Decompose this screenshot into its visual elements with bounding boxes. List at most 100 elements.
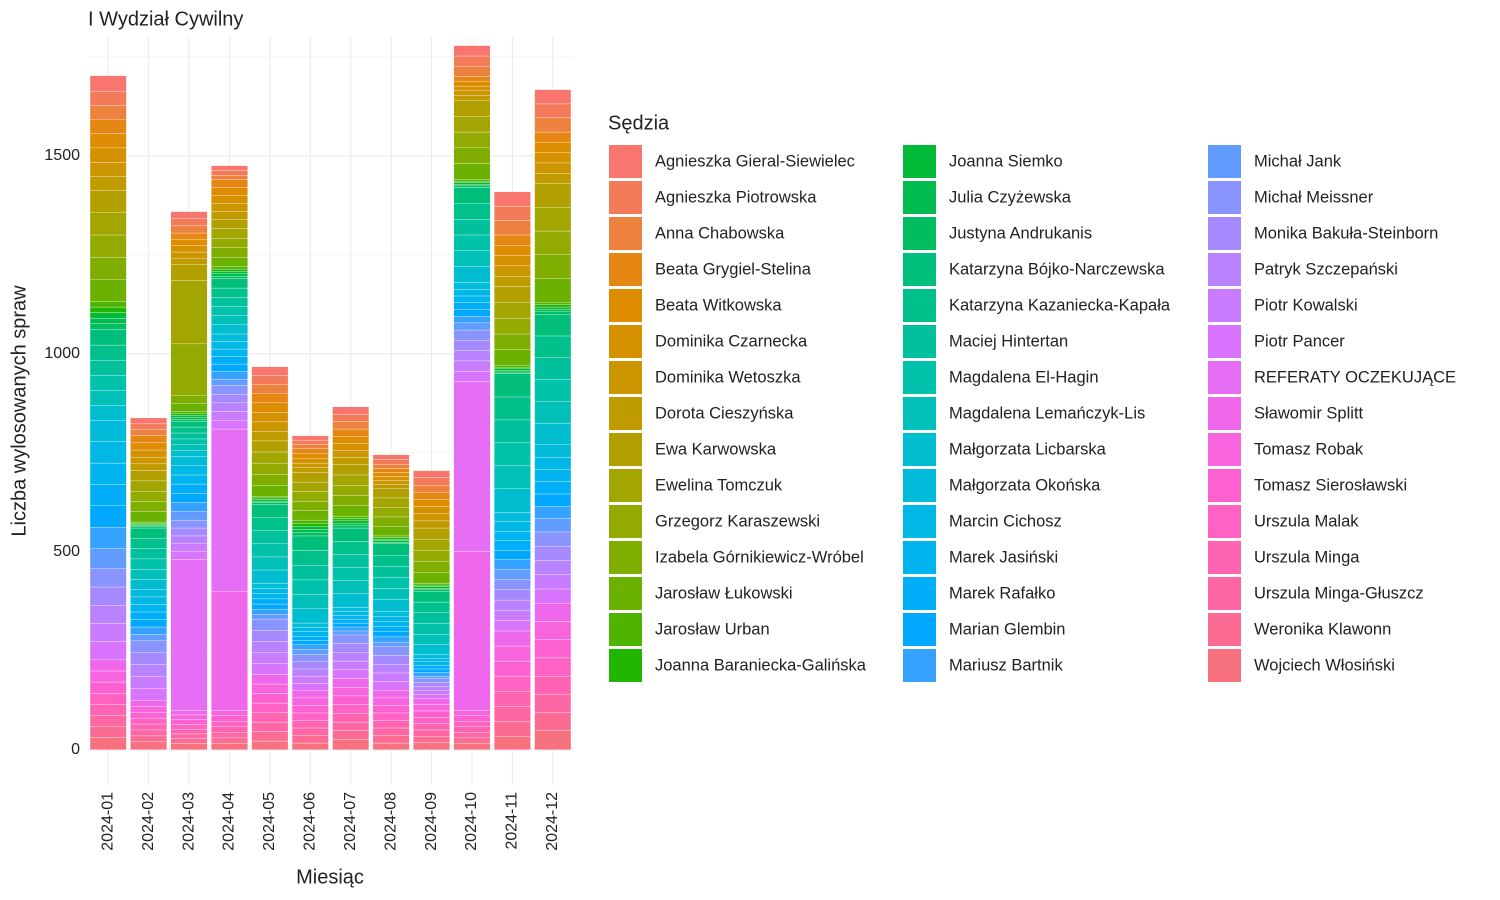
bar-segment: [372, 464, 410, 469]
bar-segment: [413, 694, 450, 699]
bar-segment: [534, 456, 572, 470]
legend-key: [903, 361, 936, 394]
legend-label: Tomasz Robak: [1254, 440, 1364, 458]
bar-segment: [89, 119, 127, 134]
bar-segment: [413, 690, 450, 695]
bar-segment: [372, 459, 410, 465]
bar-segment: [453, 203, 491, 220]
bar-segment: [170, 264, 208, 281]
bar-segment: [211, 187, 248, 196]
bar-segment: [211, 195, 248, 204]
legend-key: [609, 541, 642, 574]
bar-segment: [332, 457, 370, 465]
bar-segment: [211, 278, 248, 289]
bar-segment: [89, 212, 127, 236]
bar-segment: [89, 317, 127, 324]
legend-title: Sędzia: [608, 112, 670, 134]
bar-segment: [170, 218, 208, 227]
bar-segment: [251, 556, 289, 571]
bar-segment: [494, 265, 531, 277]
bar-segment: [89, 133, 127, 149]
legend-key: [609, 325, 642, 358]
bar-segment: [494, 706, 531, 722]
bar-segment: [453, 551, 491, 711]
bar-segment: [494, 630, 531, 647]
bar-segment: [211, 715, 248, 722]
bar-segment: [130, 558, 167, 570]
bar-segment: [372, 472, 410, 477]
bar-segment: [494, 465, 531, 489]
bar-segment: [251, 603, 289, 610]
bar-segment: [534, 531, 572, 547]
bar-segment: [130, 525, 167, 527]
bar-segment: [211, 218, 248, 229]
bar-segment: [413, 601, 450, 613]
bar-segment: [494, 370, 531, 373]
bar-segment: [372, 636, 410, 643]
legend-label: Katarzyna Kazaniecka-Kapała: [949, 296, 1171, 314]
bar-segment: [413, 678, 450, 683]
bar-segment: [211, 363, 248, 372]
bar-segment: [170, 444, 208, 451]
legend-label: Beata Grygiel-Stelina: [655, 260, 812, 278]
bar-segment: [291, 712, 329, 721]
bar-segment: [89, 359, 127, 376]
bar-segment: [89, 441, 127, 464]
bar-segment: [130, 526, 167, 529]
legend-label: Agnieszka Piotrowska: [655, 188, 817, 206]
legend-key: [1208, 541, 1241, 574]
bar-segment: [413, 736, 450, 743]
bar-segment: [413, 506, 450, 514]
bar-segment: [372, 484, 410, 489]
legend-label: Agnieszka Gieral-Siewielec: [655, 152, 855, 170]
bar-segment: [332, 520, 370, 524]
bar-segment: [130, 449, 167, 458]
bar-segment: [89, 176, 127, 191]
bar-segment: [89, 623, 127, 642]
bar-segment: [89, 692, 127, 705]
bar-segment: [251, 502, 289, 505]
legend-key: [903, 145, 936, 178]
bar-segment: [534, 309, 572, 312]
bar-segment: [89, 420, 127, 442]
bar-segment: [494, 736, 531, 750]
bar-segment: [413, 470, 450, 478]
bar-segment: [251, 609, 289, 615]
legend-label: Tomasz Sierosławski: [1254, 476, 1407, 494]
legend-label: Urszula Minga-Głuszcz: [1254, 584, 1424, 602]
bar-segment: [332, 421, 370, 430]
bar-segment: [211, 591, 248, 711]
bar-segment: [494, 569, 531, 580]
bar-segment: [130, 491, 167, 502]
bar-segment: [332, 660, 370, 670]
bar-segment: [372, 535, 410, 538]
bar-segment: [170, 343, 208, 396]
bar-segment: [170, 239, 208, 246]
legend-label: Urszula Malak: [1254, 512, 1359, 530]
bar-segment: [413, 729, 450, 737]
bar-segment: [130, 711, 167, 719]
bar-segment: [494, 610, 531, 621]
bar-segment: [494, 419, 531, 444]
bar-segment: [534, 481, 572, 495]
legend-label: Justyna Andrukanis: [949, 224, 1092, 242]
bar-segment: [251, 731, 289, 742]
bar-segment: [534, 89, 572, 105]
bar-segment: [130, 735, 167, 742]
legend-key: [903, 181, 936, 214]
bar-segment: [211, 324, 248, 335]
bar-segment: [291, 735, 329, 744]
bar-segment: [211, 211, 248, 220]
bar-segment: [170, 450, 208, 457]
bar-segment: [413, 485, 450, 493]
legend-label: Patryk Szczepański: [1254, 260, 1398, 278]
bar-segment: [494, 333, 531, 350]
bar-segment: [291, 675, 329, 684]
bar-segment: [453, 185, 491, 188]
bar-segment: [372, 538, 410, 541]
legend-key: [1208, 613, 1241, 646]
bar-segment: [413, 668, 450, 673]
legend-key: [609, 361, 642, 394]
bar-segment: [291, 654, 329, 663]
